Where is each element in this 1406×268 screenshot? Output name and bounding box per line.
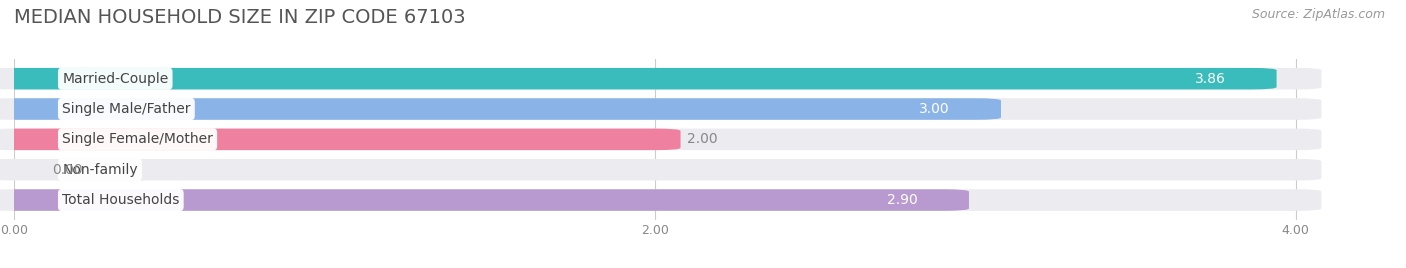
FancyBboxPatch shape [0, 98, 1001, 120]
Text: Married-Couple: Married-Couple [62, 72, 169, 86]
FancyBboxPatch shape [0, 68, 1322, 90]
Text: Single Male/Father: Single Male/Father [62, 102, 191, 116]
FancyBboxPatch shape [0, 189, 969, 211]
FancyBboxPatch shape [0, 159, 1322, 180]
FancyBboxPatch shape [0, 98, 1322, 120]
Text: Source: ZipAtlas.com: Source: ZipAtlas.com [1251, 8, 1385, 21]
Text: Single Female/Mother: Single Female/Mother [62, 132, 212, 146]
Text: 2.90: 2.90 [887, 193, 918, 207]
Text: 3.86: 3.86 [1195, 72, 1225, 86]
Text: Total Households: Total Households [62, 193, 180, 207]
Text: Non-family: Non-family [62, 163, 138, 177]
FancyBboxPatch shape [0, 189, 1322, 211]
Text: MEDIAN HOUSEHOLD SIZE IN ZIP CODE 67103: MEDIAN HOUSEHOLD SIZE IN ZIP CODE 67103 [14, 8, 465, 27]
FancyBboxPatch shape [0, 129, 681, 150]
FancyBboxPatch shape [0, 68, 1277, 90]
Text: 2.00: 2.00 [688, 132, 717, 146]
FancyBboxPatch shape [0, 129, 1322, 150]
Text: 0.00: 0.00 [52, 163, 83, 177]
Text: 3.00: 3.00 [920, 102, 949, 116]
